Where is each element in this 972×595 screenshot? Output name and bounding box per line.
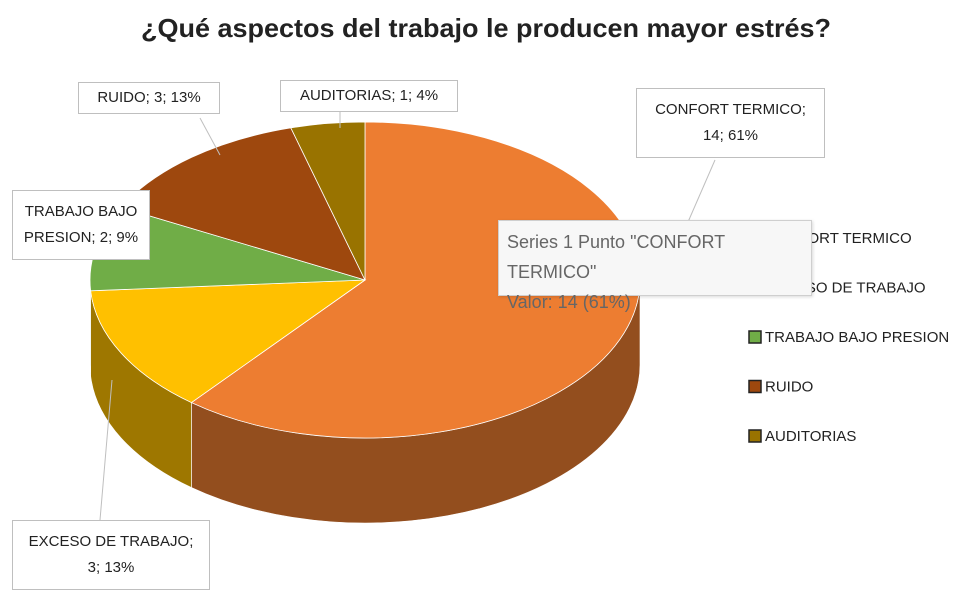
data-label: EXCESO DE TRABAJO; 3; 13% [12, 520, 210, 590]
data-label: AUDITORIAS; 1; 4% [280, 80, 458, 112]
data-label: CONFORT TERMICO; 14; 61% [636, 88, 825, 158]
legend-label: AUDITORIAS [765, 428, 856, 445]
slice [190, 121, 641, 439]
tooltip-title: Series 1 Punto "CONFORT TERMICO" [507, 232, 725, 282]
tooltip-text: Valor: 14 (61%) [507, 292, 631, 312]
legend-swatch [748, 379, 762, 394]
data-label: RUIDO; 3; 13% [78, 82, 220, 114]
tooltip: Series 1 Punto "CONFORT TERMICO" Valor: … [498, 220, 812, 312]
slice [90, 279, 367, 404]
slice-side [89, 279, 91, 376]
legend-label: TRABAJO BAJO PRESION [765, 329, 949, 346]
leader-line [99, 379, 113, 521]
slice [290, 121, 366, 281]
data-label: TRABAJO BAJO PRESION; 2; 9% [12, 190, 150, 260]
legend-label: RUIDO [765, 378, 813, 395]
legend-swatch [748, 429, 762, 443]
leader-line [687, 159, 716, 223]
chart-title: ¿Qué aspectos del trabajo le producen ma… [141, 13, 831, 43]
legend-swatch [748, 330, 762, 344]
leader-line [199, 117, 221, 156]
